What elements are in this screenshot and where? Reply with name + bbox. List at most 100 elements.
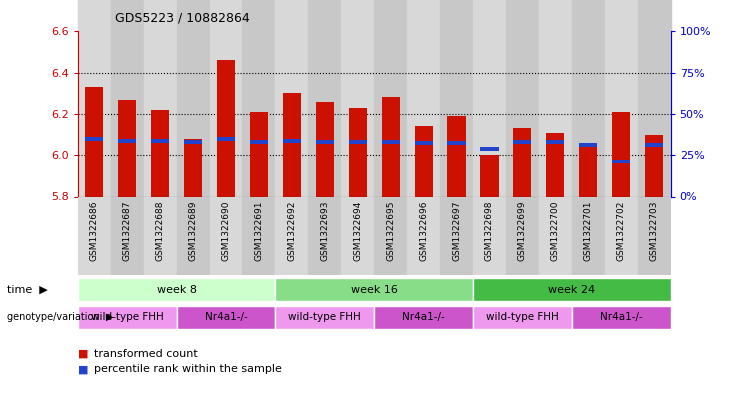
Bar: [118, 99, 136, 196]
Bar: [605, 0, 638, 196]
Bar: [480, 155, 499, 196]
Text: GDS5223 / 10882864: GDS5223 / 10882864: [115, 12, 250, 25]
Bar: [506, 196, 539, 275]
Bar: [85, 137, 103, 141]
Bar: [506, 0, 539, 196]
Bar: [382, 97, 399, 196]
Text: GSM1322700: GSM1322700: [551, 200, 560, 261]
Bar: [242, 0, 276, 196]
Bar: [176, 0, 210, 196]
Bar: [448, 141, 465, 145]
Bar: [184, 140, 202, 144]
Bar: [638, 0, 671, 196]
Bar: [440, 0, 473, 196]
Bar: [382, 140, 399, 144]
Text: GSM1322692: GSM1322692: [288, 200, 296, 261]
Bar: [440, 196, 473, 275]
Text: GSM1322691: GSM1322691: [254, 200, 264, 261]
Bar: [605, 196, 638, 275]
Bar: [514, 129, 531, 196]
Bar: [579, 143, 597, 147]
Text: week 24: week 24: [548, 285, 595, 295]
Bar: [407, 196, 440, 275]
Bar: [242, 196, 276, 275]
Text: wild-type FHH: wild-type FHH: [91, 312, 164, 322]
Bar: [110, 196, 144, 275]
Text: ■: ■: [78, 349, 88, 359]
Text: genotype/variation  ▶: genotype/variation ▶: [7, 312, 114, 322]
Text: transformed count: transformed count: [94, 349, 198, 359]
Bar: [78, 0, 110, 196]
Text: time  ▶: time ▶: [7, 285, 48, 295]
Bar: [250, 112, 268, 196]
Bar: [308, 0, 342, 196]
Text: Nr4a1-/-: Nr4a1-/-: [205, 312, 247, 322]
Text: Nr4a1-/-: Nr4a1-/-: [402, 312, 445, 322]
Bar: [349, 108, 367, 196]
Text: wild-type FHH: wild-type FHH: [486, 312, 559, 322]
Bar: [645, 143, 663, 147]
Bar: [579, 147, 597, 196]
Text: wild-type FHH: wild-type FHH: [288, 312, 361, 322]
Bar: [176, 306, 276, 329]
Bar: [217, 60, 235, 196]
Bar: [217, 137, 235, 141]
Text: GSM1322693: GSM1322693: [320, 200, 329, 261]
Bar: [78, 306, 176, 329]
Bar: [316, 140, 334, 144]
Bar: [283, 139, 301, 143]
Bar: [151, 139, 169, 143]
Bar: [374, 306, 473, 329]
Bar: [349, 140, 367, 144]
Bar: [448, 116, 465, 196]
Bar: [283, 93, 301, 196]
Bar: [85, 87, 103, 196]
Text: GSM1322686: GSM1322686: [90, 200, 99, 261]
Bar: [342, 0, 374, 196]
Bar: [546, 140, 565, 144]
Bar: [414, 141, 433, 145]
Text: GSM1322702: GSM1322702: [617, 200, 625, 261]
Bar: [473, 0, 506, 196]
Bar: [184, 139, 202, 196]
Bar: [572, 306, 671, 329]
Text: ■: ■: [78, 364, 88, 375]
Bar: [210, 0, 242, 196]
Bar: [308, 196, 342, 275]
Bar: [276, 278, 473, 301]
Bar: [407, 0, 440, 196]
Bar: [374, 196, 407, 275]
Bar: [473, 278, 671, 301]
Text: percentile rank within the sample: percentile rank within the sample: [94, 364, 282, 375]
Bar: [144, 196, 176, 275]
Bar: [342, 196, 374, 275]
Text: GSM1322701: GSM1322701: [584, 200, 593, 261]
Bar: [176, 196, 210, 275]
Bar: [473, 196, 506, 275]
Bar: [374, 0, 407, 196]
Bar: [276, 196, 308, 275]
Bar: [539, 0, 572, 196]
Bar: [78, 278, 276, 301]
Bar: [612, 112, 631, 196]
Bar: [110, 0, 144, 196]
Bar: [250, 140, 268, 144]
Bar: [539, 196, 572, 275]
Bar: [546, 132, 565, 196]
Bar: [276, 306, 374, 329]
Bar: [572, 0, 605, 196]
Text: GSM1322698: GSM1322698: [485, 200, 494, 261]
Bar: [480, 147, 499, 151]
Bar: [151, 110, 169, 196]
Bar: [276, 0, 308, 196]
Bar: [414, 127, 433, 196]
Text: week 16: week 16: [350, 285, 398, 295]
Bar: [316, 101, 334, 196]
Text: GSM1322699: GSM1322699: [518, 200, 527, 261]
Bar: [645, 134, 663, 196]
Text: GSM1322689: GSM1322689: [188, 200, 198, 261]
Text: GSM1322687: GSM1322687: [123, 200, 132, 261]
Text: GSM1322688: GSM1322688: [156, 200, 165, 261]
Bar: [118, 139, 136, 143]
Bar: [210, 196, 242, 275]
